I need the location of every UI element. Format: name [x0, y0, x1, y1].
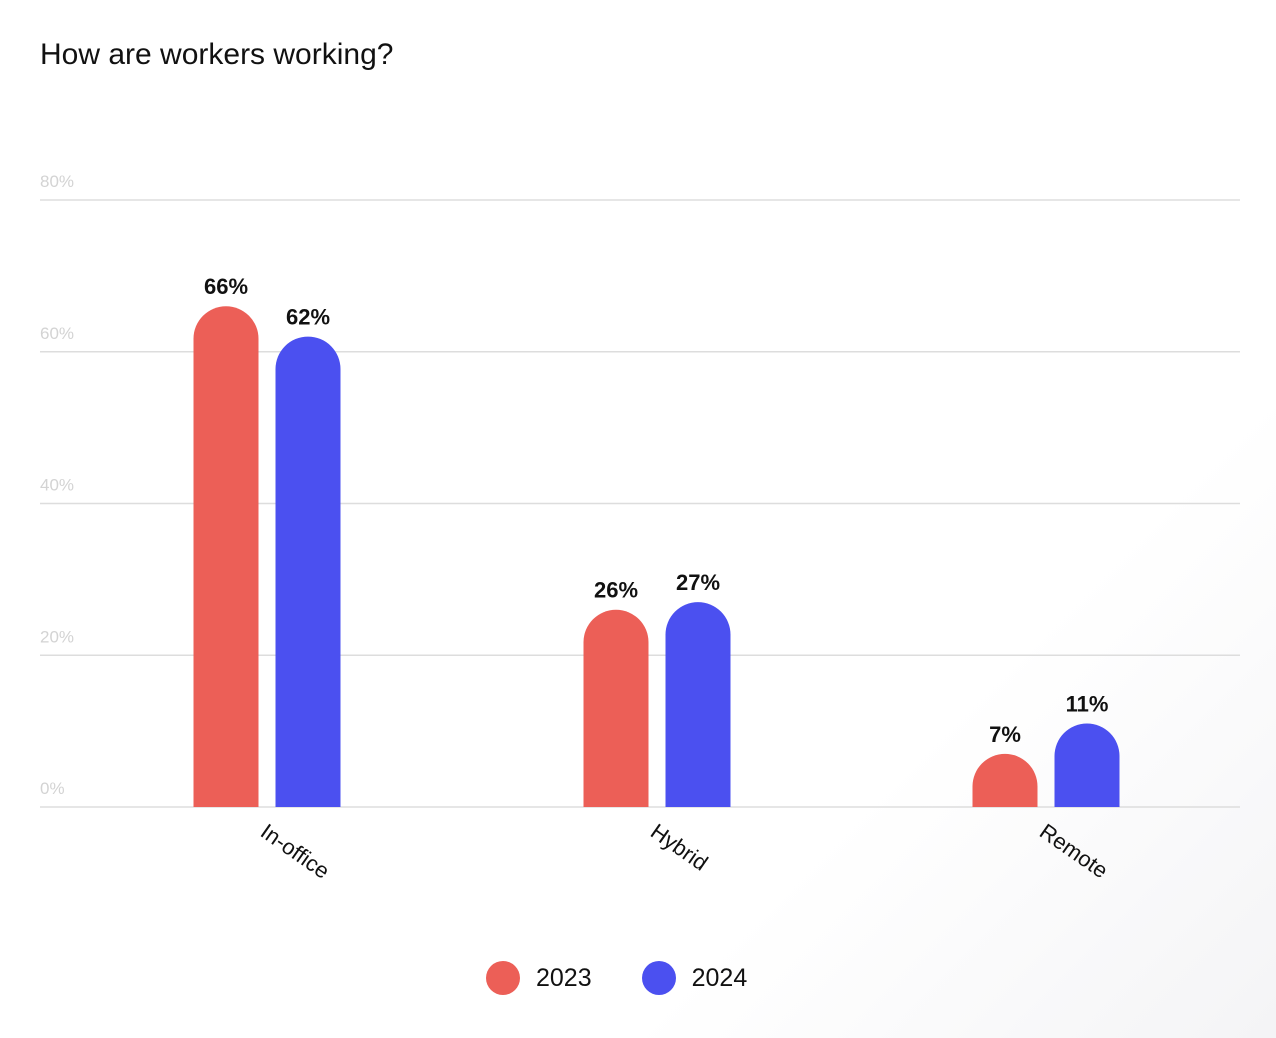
y-tick-label-0: 0% — [40, 779, 65, 798]
legend-swatch-2023 — [486, 961, 520, 995]
data-label-hybrid-2023: 26% — [594, 578, 638, 603]
data-label-hybrid-2024: 27% — [676, 570, 720, 595]
x-tick-label-hybrid: Hybrid — [646, 819, 712, 876]
legend-label-2023: 2023 — [536, 963, 592, 992]
y-tick-label-3: 60% — [40, 324, 74, 343]
legend: 2023 2024 — [486, 961, 747, 995]
bar-in-office-2024 — [275, 336, 341, 807]
bar-in-office-2023 — [193, 306, 259, 807]
x-tick-label-in-office: In-office — [256, 819, 334, 884]
x-tick-label-remote: Remote — [1035, 819, 1112, 884]
bar-remote-2024 — [1054, 723, 1120, 807]
y-tick-label-1: 20% — [40, 627, 74, 646]
data-label-in-office-2024: 62% — [286, 305, 330, 330]
data-label-remote-2023: 7% — [989, 722, 1021, 747]
chart-plot: 0% 20% 40% 60% 80% 66% 62% In-office 26% 27% Hybri… — [40, 172, 1240, 884]
y-tick-label-4: 80% — [40, 172, 74, 191]
y-tick-label-2: 40% — [40, 476, 74, 495]
data-label-in-office-2023: 66% — [204, 274, 248, 299]
legend-label-2024: 2024 — [691, 963, 748, 992]
chart-title: How are workers working? — [40, 38, 394, 71]
legend-swatch-2024 — [641, 961, 676, 995]
bar-remote-2023 — [972, 753, 1038, 807]
legend-item-2024: 2024 — [641, 961, 748, 995]
bar-hybrid-2023 — [583, 609, 649, 807]
legend-item-2023: 2023 — [486, 961, 592, 995]
data-label-remote-2024: 11% — [1066, 692, 1109, 717]
bar-hybrid-2024 — [665, 602, 731, 807]
